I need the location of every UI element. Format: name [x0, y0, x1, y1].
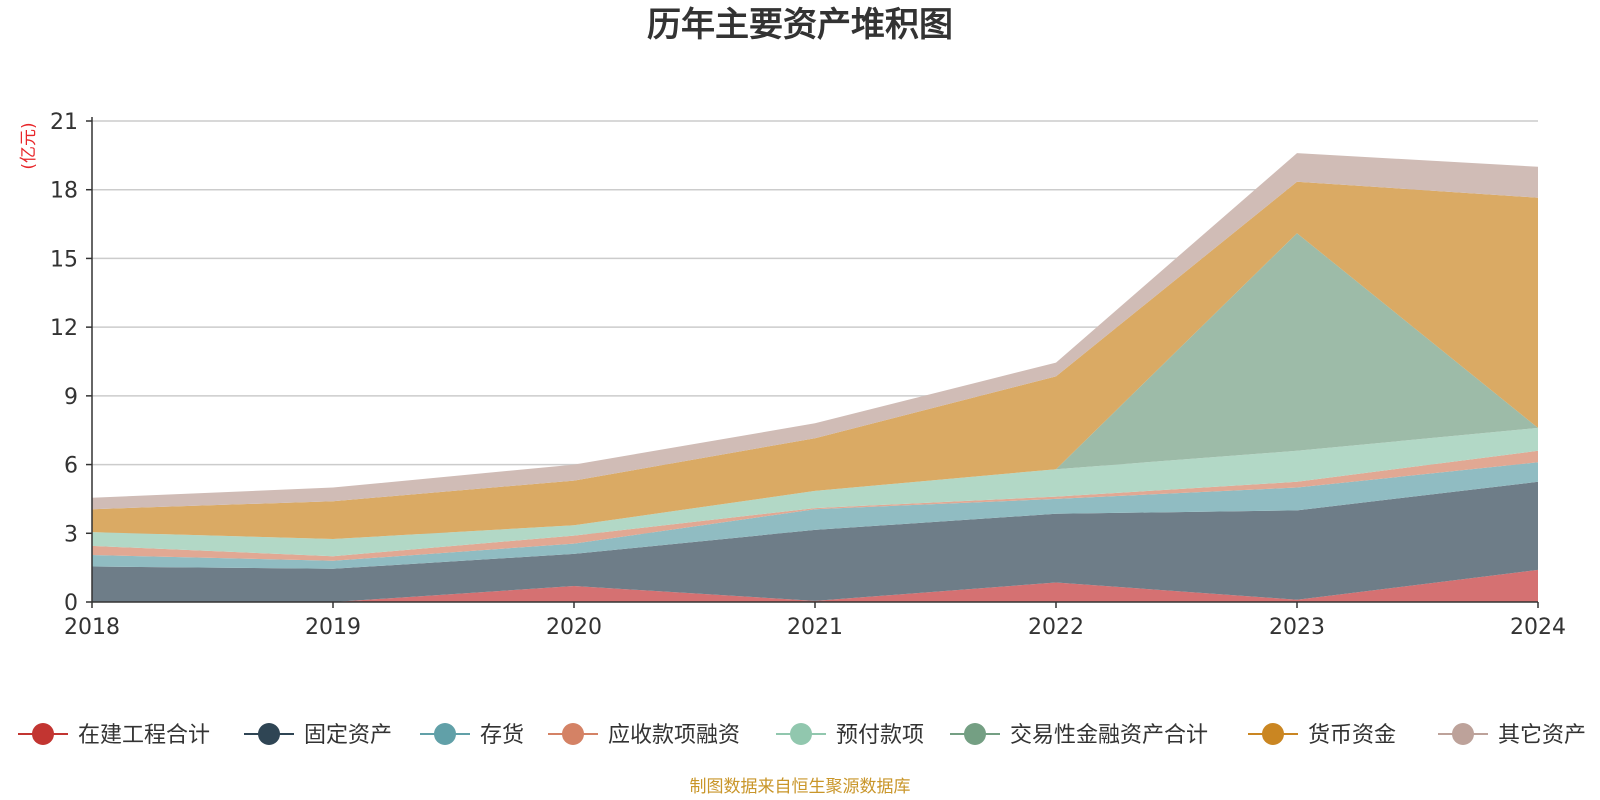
x-tick-label: 2020 — [546, 615, 602, 640]
legend-label: 货币资金 — [1308, 723, 1396, 748]
legend-marker — [562, 723, 584, 745]
x-tick-label: 2019 — [305, 615, 361, 640]
area-series-1[interactable] — [92, 569, 1538, 602]
y-tick-label: 21 — [50, 110, 78, 135]
grid-lines — [92, 120, 1538, 535]
legend-item[interactable]: 预付款项 — [776, 723, 924, 748]
area-series-layer — [92, 153, 1538, 602]
legend-item[interactable]: 在建工程合计 — [18, 723, 210, 748]
y-tick-label: 0 — [64, 591, 78, 616]
legend-item[interactable]: 存货 — [420, 723, 524, 748]
area-series-3[interactable] — [92, 462, 1538, 569]
legend[interactable]: 在建工程合计 固定资产 存货 应收款项融资 预付款项 交易性金融资产合计 货币资金 其它资产 — [18, 723, 1586, 748]
legend-label: 预付款项 — [836, 723, 924, 748]
data-source-footer: 制图数据来自恒生聚源数据库 — [690, 777, 911, 797]
legend-item[interactable]: 其它资产 — [1438, 723, 1586, 748]
x-tick-label: 2021 — [787, 615, 843, 640]
legend-label: 固定资产 — [304, 723, 392, 748]
x-tick-label: 2024 — [1510, 615, 1566, 640]
legend-item[interactable]: 应收款项融资 — [548, 723, 740, 748]
legend-marker — [964, 723, 986, 745]
legend-marker — [434, 723, 456, 745]
area-series-5[interactable] — [92, 427, 1538, 557]
area-series-7[interactable] — [92, 181, 1538, 539]
legend-marker — [790, 723, 812, 745]
y-tick-label: 18 — [50, 179, 78, 204]
area-series-8[interactable] — [92, 153, 1538, 510]
axes: 0 3 6 9 12 15 18 21 2018 2019 2020 2021 2022 2023 2024 — [50, 110, 1566, 640]
legend-marker — [32, 723, 54, 745]
legend-marker — [1452, 723, 1474, 745]
legend-label: 存货 — [480, 723, 524, 748]
y-axis-unit-label: (亿元) — [19, 122, 39, 169]
legend-label: 应收款项融资 — [608, 723, 740, 748]
x-tick-label: 2023 — [1269, 615, 1325, 640]
area-series-2[interactable] — [92, 481, 1538, 602]
y-tick-label: 3 — [64, 522, 78, 547]
x-tick-label: 2022 — [1028, 615, 1084, 640]
legend-item[interactable]: 固定资产 — [244, 723, 392, 748]
legend-marker — [1262, 723, 1284, 745]
y-tick-label: 12 — [50, 316, 78, 341]
legend-label: 交易性金融资产合计 — [1010, 723, 1208, 748]
legend-label: 其它资产 — [1498, 723, 1586, 748]
y-tick-label: 9 — [64, 385, 78, 410]
y-tick-label: 6 — [64, 454, 78, 479]
x-tick-label: 2018 — [64, 615, 120, 640]
legend-item[interactable]: 交易性金融资产合计 — [950, 723, 1208, 748]
legend-item[interactable]: 货币资金 — [1248, 723, 1396, 748]
legend-marker — [258, 723, 280, 745]
y-tick-label: 15 — [50, 247, 78, 272]
chart-title: 历年主要资产堆积图 — [647, 5, 953, 45]
area-series-6[interactable] — [92, 233, 1538, 539]
legend-label: 在建工程合计 — [78, 723, 210, 748]
